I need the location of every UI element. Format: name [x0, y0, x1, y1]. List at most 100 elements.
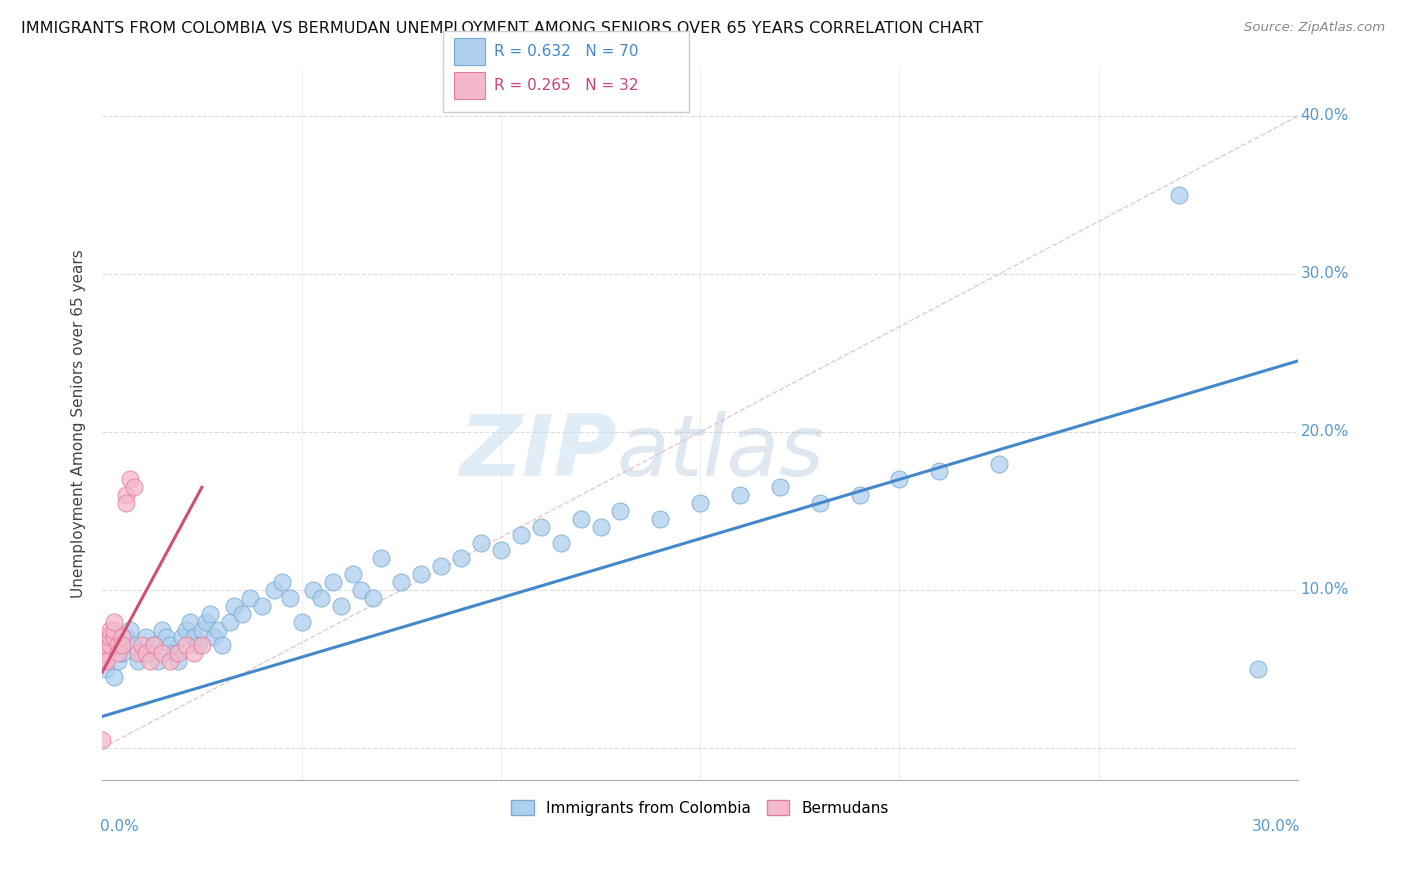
Point	[689, 496, 711, 510]
Point	[120, 623, 142, 637]
Point	[98, 638, 121, 652]
Point	[167, 654, 190, 668]
Point	[250, 599, 273, 613]
Point	[278, 591, 301, 605]
Point	[650, 512, 672, 526]
Point	[103, 615, 125, 629]
Point	[889, 472, 911, 486]
Point	[139, 654, 162, 668]
Point	[91, 646, 114, 660]
Point	[530, 520, 553, 534]
Point	[1167, 188, 1189, 202]
Point	[222, 599, 245, 613]
Point	[808, 496, 831, 510]
Point	[191, 623, 214, 637]
Point	[111, 646, 134, 660]
Text: 0.0%: 0.0%	[100, 819, 139, 834]
Point	[290, 615, 312, 629]
Point	[115, 488, 138, 502]
Point	[179, 615, 201, 629]
Point	[174, 623, 197, 637]
Point	[155, 631, 177, 645]
Y-axis label: Unemployment Among Seniors over 65 years: Unemployment Among Seniors over 65 years	[72, 250, 86, 599]
Text: 20.0%: 20.0%	[1301, 425, 1348, 440]
Point	[270, 575, 292, 590]
Point	[389, 575, 412, 590]
Point	[146, 654, 169, 668]
Point	[302, 582, 325, 597]
Point	[103, 623, 125, 637]
Text: R = 0.265   N = 32: R = 0.265 N = 32	[494, 78, 638, 93]
Point	[96, 646, 118, 660]
Point	[150, 623, 173, 637]
Point	[489, 543, 512, 558]
Point	[174, 638, 197, 652]
Point	[135, 631, 157, 645]
Text: 10.0%: 10.0%	[1301, 582, 1348, 598]
Point	[183, 631, 205, 645]
Point	[131, 638, 153, 652]
Text: 40.0%: 40.0%	[1301, 109, 1348, 123]
Point	[183, 646, 205, 660]
Point	[91, 733, 114, 747]
Text: R = 0.632   N = 70: R = 0.632 N = 70	[494, 45, 638, 59]
Point	[728, 488, 751, 502]
Point	[263, 582, 285, 597]
Point	[150, 646, 173, 660]
Legend: Immigrants from Colombia, Bermudans: Immigrants from Colombia, Bermudans	[505, 794, 896, 822]
Point	[111, 638, 134, 652]
Point	[115, 496, 138, 510]
Point	[191, 638, 214, 652]
Point	[96, 662, 118, 676]
Point	[127, 654, 149, 668]
Point	[96, 631, 118, 645]
Point	[96, 654, 118, 668]
Point	[848, 488, 870, 502]
Point	[135, 646, 157, 660]
Point	[198, 607, 221, 621]
Point	[122, 638, 145, 652]
Point	[111, 631, 134, 645]
Point	[988, 457, 1011, 471]
Point	[163, 646, 186, 660]
Point	[342, 567, 364, 582]
Text: IMMIGRANTS FROM COLOMBIA VS BERMUDAN UNEMPLOYMENT AMONG SENIORS OVER 65 YEARS CO: IMMIGRANTS FROM COLOMBIA VS BERMUDAN UNE…	[21, 21, 983, 36]
Point	[330, 599, 353, 613]
Point	[96, 638, 118, 652]
Point	[411, 567, 433, 582]
Point	[107, 654, 129, 668]
Point	[322, 575, 344, 590]
Point	[207, 623, 229, 637]
Point	[103, 631, 125, 645]
Point	[430, 559, 453, 574]
Point	[609, 504, 631, 518]
Point	[159, 654, 181, 668]
Point	[139, 646, 162, 660]
Point	[143, 638, 166, 652]
Point	[569, 512, 592, 526]
Text: 30.0%: 30.0%	[1251, 819, 1301, 834]
Point	[231, 607, 253, 621]
Point	[361, 591, 384, 605]
Point	[187, 638, 209, 652]
Point	[107, 646, 129, 660]
Point	[202, 631, 225, 645]
Point	[170, 631, 193, 645]
Point	[107, 638, 129, 652]
Point	[103, 670, 125, 684]
Text: Source: ZipAtlas.com: Source: ZipAtlas.com	[1244, 21, 1385, 34]
Point	[350, 582, 373, 597]
Text: ZIP: ZIP	[458, 411, 616, 494]
Point	[550, 535, 572, 549]
Point	[311, 591, 333, 605]
Point	[98, 638, 121, 652]
Point	[1247, 662, 1270, 676]
Point	[98, 623, 121, 637]
Text: 30.0%: 30.0%	[1301, 267, 1348, 282]
Point	[194, 615, 217, 629]
Text: atlas: atlas	[616, 411, 824, 494]
Point	[98, 631, 121, 645]
Point	[218, 615, 240, 629]
Point	[211, 638, 233, 652]
Point	[167, 646, 190, 660]
